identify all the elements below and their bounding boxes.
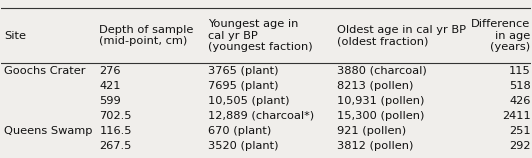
Text: 921 (pollen): 921 (pollen) xyxy=(337,126,406,136)
Text: 670 (plant): 670 (plant) xyxy=(208,126,271,136)
Text: 15,300 (pollen): 15,300 (pollen) xyxy=(337,111,425,121)
Text: 2411: 2411 xyxy=(502,111,530,121)
Text: Depth of sample
(mid-point, cm): Depth of sample (mid-point, cm) xyxy=(99,25,194,46)
Text: 3520 (plant): 3520 (plant) xyxy=(208,141,278,151)
Text: Queens Swamp: Queens Swamp xyxy=(4,126,93,136)
Text: 276: 276 xyxy=(99,66,121,76)
Text: 702.5: 702.5 xyxy=(99,111,132,121)
Text: 116.5: 116.5 xyxy=(99,126,132,136)
Text: 115: 115 xyxy=(509,66,530,76)
Text: 3765 (plant): 3765 (plant) xyxy=(208,66,278,76)
Text: 3812 (pollen): 3812 (pollen) xyxy=(337,141,414,151)
Text: Goochs Crater: Goochs Crater xyxy=(4,66,86,76)
Text: 10,931 (pollen): 10,931 (pollen) xyxy=(337,96,425,106)
Text: 599: 599 xyxy=(99,96,121,106)
Text: Youngest age in
cal yr BP
(youngest faction): Youngest age in cal yr BP (youngest fact… xyxy=(208,19,312,52)
Text: 267.5: 267.5 xyxy=(99,141,131,151)
Text: 10,505 (plant): 10,505 (plant) xyxy=(208,96,289,106)
Text: Site: Site xyxy=(4,30,26,41)
Text: Oldest age in cal yr BP
(oldest fraction): Oldest age in cal yr BP (oldest fraction… xyxy=(337,25,467,46)
Text: 251: 251 xyxy=(509,126,530,136)
Text: 3880 (charcoal): 3880 (charcoal) xyxy=(337,66,427,76)
Text: 8213 (pollen): 8213 (pollen) xyxy=(337,81,414,91)
Text: 12,889 (charcoal*): 12,889 (charcoal*) xyxy=(208,111,314,121)
Text: 426: 426 xyxy=(509,96,530,106)
Text: Difference
in age
(years): Difference in age (years) xyxy=(471,19,530,52)
Text: 7695 (plant): 7695 (plant) xyxy=(208,81,278,91)
Text: 292: 292 xyxy=(509,141,530,151)
Text: 421: 421 xyxy=(99,81,121,91)
Text: 518: 518 xyxy=(509,81,530,91)
